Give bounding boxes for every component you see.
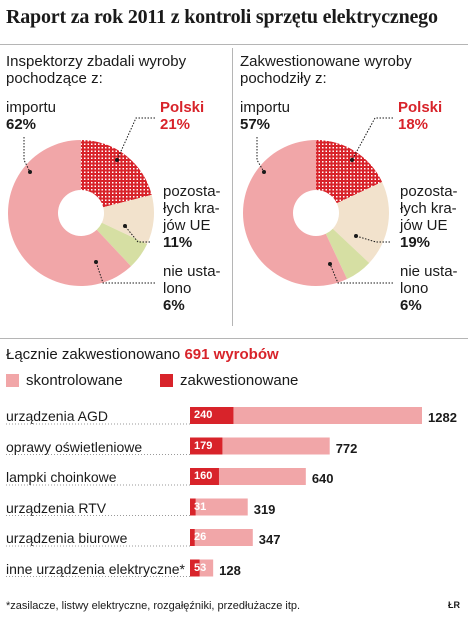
bar-total-label: 640 <box>311 471 334 486</box>
left-leader-polska <box>116 117 155 161</box>
left-value-ue: 11% <box>163 234 193 251</box>
left-leader-polska-dot <box>115 158 119 162</box>
left-label-nie-1: nie usta- <box>163 263 221 280</box>
summary-value: 691 wyrobów <box>184 346 279 363</box>
right-pie-slice-import <box>242 140 348 286</box>
left-leader-ue-dot <box>123 224 127 228</box>
bar-category-label: urządzenia RTV <box>6 499 107 516</box>
right-leader-nie-dot <box>328 262 332 266</box>
right-value-ue: 19% <box>400 234 431 251</box>
right-leader-ue-dot <box>354 234 358 238</box>
left-label-ue-2: łych kra- <box>163 200 220 217</box>
bar-zakwestionowane <box>190 559 200 577</box>
right-leader-polska-dot <box>350 158 354 162</box>
bar-category-label: oprawy oświetleniowe <box>6 438 143 455</box>
legend-label-skontrolowane: skontrolowane <box>26 372 123 389</box>
right-label-nie-1: nie usta- <box>400 263 458 280</box>
left-leader-nie <box>95 261 155 284</box>
left-pie-heading: Inspektorzy zbadali wyroby pochodzące z: <box>6 53 187 87</box>
left-label-ue-1: pozosta- <box>163 183 221 200</box>
left-value-import: 62% <box>6 116 37 133</box>
legend-swatch-skontrolowane <box>6 374 19 387</box>
right-leader-ue <box>355 235 390 243</box>
left-pie-slice-nie <box>96 222 148 267</box>
bar-zakwestionowane <box>190 529 195 546</box>
bar-skontrolowane <box>190 437 330 455</box>
bar-zakwestionowane-label: 31 <box>194 500 207 513</box>
left-pie-slice-import <box>8 140 131 286</box>
right-pie-slice-ue <box>332 181 389 263</box>
pies-divider <box>232 48 233 326</box>
bar-total-label: 347 <box>258 532 281 547</box>
right-value-polska: 18% <box>398 116 429 133</box>
right-pie-heading: Zakwestionowane wyroby pochodziły z: <box>240 53 412 87</box>
bar-zakwestionowane-label: 160 <box>194 470 213 482</box>
bar-zakwestionowane-label: 240 <box>194 409 213 421</box>
right-label-ue-3: jów UE <box>400 217 448 234</box>
left-label-nie-2: lono <box>163 280 192 297</box>
bar-zakwestionowane-label: 53 <box>194 561 207 574</box>
right-label-nie-2: lono <box>400 280 429 297</box>
bar-category-label: urządzenia AGD <box>6 408 108 424</box>
bar-category-label: inne urządzenia elektryczne* <box>6 560 185 577</box>
section-divider <box>0 338 468 339</box>
left-value-polska: 21% <box>160 116 191 133</box>
right-pie-slice-polska <box>316 140 383 204</box>
bar-zakwestionowane <box>190 468 219 485</box>
right-label-ue-2: łych kra- <box>400 200 457 217</box>
bar-total-label: 128 <box>219 562 241 578</box>
bar-category-label: urządzenia biurowe <box>6 530 128 546</box>
bar-zakwestionowane-label: 26 <box>194 531 207 543</box>
bar-total-label: 772 <box>335 440 358 456</box>
legend-swatch-zakwestionowane <box>160 374 173 387</box>
title-divider <box>0 44 468 45</box>
footnote: *zasilacze, listwy elektryczne, rozgałęź… <box>6 600 301 612</box>
left-pie-slice-polska <box>81 140 152 208</box>
bar-zakwestionowane <box>190 407 234 424</box>
right-label-ue-1: pozosta- <box>400 183 458 200</box>
right-leader-polska <box>351 117 393 161</box>
left-leader-import-dot <box>28 170 32 174</box>
right-value-nie: 6% <box>400 297 422 314</box>
left-label-ue-3: jów UE <box>163 217 211 234</box>
bar-zakwestionowane <box>190 498 196 516</box>
bar-zakwestionowane <box>190 437 223 455</box>
bar-skontrolowane <box>190 407 422 424</box>
left-leader-ue <box>124 225 150 243</box>
right-value-import: 57% <box>240 116 271 133</box>
left-value-nie: 6% <box>163 297 185 314</box>
bar-total-label: 319 <box>253 501 276 517</box>
right-leader-nie <box>329 263 393 284</box>
right-label-import: importu <box>240 99 291 116</box>
bar-skontrolowane <box>190 529 253 546</box>
bar-category-label: lampki choinkowe <box>6 469 117 485</box>
right-leader-import-dot <box>262 170 266 174</box>
summary-line: Łącznie zakwestionowano 691 wyrobów <box>6 346 279 363</box>
chart-title: Raport za rok 2011 z kontroli sprzętu el… <box>6 6 438 28</box>
bar-skontrolowane <box>190 498 248 516</box>
left-label-polska: Polski <box>160 99 205 116</box>
left-pie-slice-ue <box>101 194 154 245</box>
left-leader-nie-dot <box>94 260 98 264</box>
right-pie-slice-nie <box>325 228 370 280</box>
credit: ŁR <box>448 600 460 610</box>
summary-prefix: Łącznie zakwestionowano <box>6 346 181 363</box>
left-label-import: importu <box>6 99 57 116</box>
right-label-polska: Polski <box>398 99 443 116</box>
bar-zakwestionowane-label: 179 <box>194 439 213 452</box>
bar-total-label: 1282 <box>428 410 457 425</box>
legend-label-zakwestionowane: zakwestionowane <box>180 372 299 389</box>
